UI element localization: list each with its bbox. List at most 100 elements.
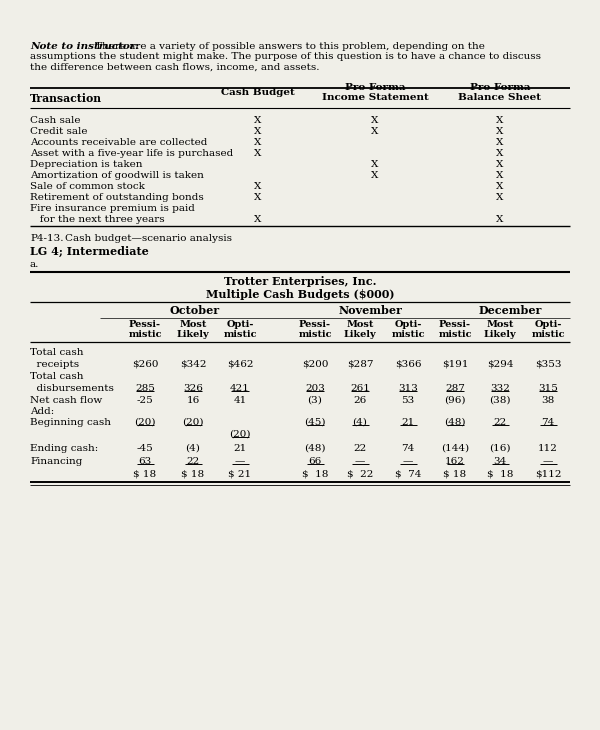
Text: X: X <box>496 149 503 158</box>
Text: (4): (4) <box>353 418 367 427</box>
Text: December: December <box>478 305 542 316</box>
Text: Beginning cash: Beginning cash <box>30 418 111 427</box>
Text: X: X <box>496 182 503 191</box>
Text: 21: 21 <box>233 444 247 453</box>
Text: 261: 261 <box>350 384 370 393</box>
Text: (20): (20) <box>229 430 251 439</box>
Text: $112: $112 <box>535 470 561 479</box>
Text: $462: $462 <box>227 360 253 369</box>
Text: $ 18: $ 18 <box>181 470 205 479</box>
Text: Cash budget—scenario analysis: Cash budget—scenario analysis <box>65 234 232 243</box>
Text: —: — <box>235 457 245 466</box>
Text: Multiple Cash Budgets ($000): Multiple Cash Budgets ($000) <box>206 289 394 300</box>
Text: (45): (45) <box>304 418 326 427</box>
Text: 41: 41 <box>233 396 247 405</box>
Text: (38): (38) <box>489 396 511 405</box>
Text: X: X <box>254 215 262 224</box>
Text: $191: $191 <box>442 360 468 369</box>
Text: $  22: $ 22 <box>347 470 373 479</box>
Text: receipts: receipts <box>30 360 79 369</box>
Text: (48): (48) <box>444 418 466 427</box>
Text: Add:: Add: <box>30 407 54 416</box>
Text: Note to instructor:: Note to instructor: <box>30 42 139 51</box>
Text: Credit sale: Credit sale <box>30 127 88 136</box>
Text: 16: 16 <box>187 396 200 405</box>
Text: Pessi-
mistic: Pessi- mistic <box>438 320 472 339</box>
Text: 22: 22 <box>493 418 506 427</box>
Text: 22: 22 <box>187 457 200 466</box>
Text: Depreciation is taken: Depreciation is taken <box>30 160 143 169</box>
Text: 21: 21 <box>401 418 415 427</box>
Text: $294: $294 <box>487 360 513 369</box>
Text: 313: 313 <box>398 384 418 393</box>
Text: 285: 285 <box>135 384 155 393</box>
Text: X: X <box>254 149 262 158</box>
Text: 287: 287 <box>445 384 465 393</box>
Text: P4-13.: P4-13. <box>30 234 64 243</box>
Text: Financing: Financing <box>30 457 82 466</box>
Text: 34: 34 <box>493 457 506 466</box>
Text: (144): (144) <box>441 444 469 453</box>
Text: X: X <box>496 127 503 136</box>
Text: 315: 315 <box>538 384 558 393</box>
Text: 53: 53 <box>401 396 415 405</box>
Text: 63: 63 <box>139 457 152 466</box>
Text: 326: 326 <box>183 384 203 393</box>
Text: X: X <box>371 160 379 169</box>
Text: X: X <box>254 182 262 191</box>
Text: 74: 74 <box>541 418 554 427</box>
Text: 74: 74 <box>401 444 415 453</box>
Text: —: — <box>355 457 365 466</box>
Text: Total cash: Total cash <box>30 372 83 381</box>
Text: $  18: $ 18 <box>487 470 513 479</box>
Text: X: X <box>254 138 262 147</box>
Text: 332: 332 <box>490 384 510 393</box>
Text: Retirement of outstanding bonds: Retirement of outstanding bonds <box>30 193 204 202</box>
Text: 112: 112 <box>538 444 558 453</box>
Text: Ending cash:: Ending cash: <box>30 444 98 453</box>
Text: $ 18: $ 18 <box>133 470 157 479</box>
Text: Cash sale: Cash sale <box>30 116 80 125</box>
Text: Most
Likely: Most Likely <box>344 320 376 339</box>
Text: Pro Forma
Income Statement: Pro Forma Income Statement <box>322 83 428 102</box>
Text: -25: -25 <box>137 396 154 405</box>
Text: Accounts receivable are collected: Accounts receivable are collected <box>30 138 208 147</box>
Text: Cash Budget: Cash Budget <box>221 88 295 97</box>
Text: 66: 66 <box>308 457 322 466</box>
Text: 26: 26 <box>353 396 367 405</box>
Text: 38: 38 <box>541 396 554 405</box>
Text: —: — <box>543 457 553 466</box>
Text: Opti-
mistic: Opti- mistic <box>531 320 565 339</box>
Text: Opti-
mistic: Opti- mistic <box>223 320 257 339</box>
Text: Opti-
mistic: Opti- mistic <box>391 320 425 339</box>
Text: Amortization of goodwill is taken: Amortization of goodwill is taken <box>30 171 204 180</box>
Text: Asset with a five-year life is purchased: Asset with a five-year life is purchased <box>30 149 233 158</box>
Text: $  18: $ 18 <box>302 470 328 479</box>
Text: Most
Likely: Most Likely <box>484 320 517 339</box>
Text: a.: a. <box>30 260 40 269</box>
Text: Net cash flow: Net cash flow <box>30 396 102 405</box>
Text: $  74: $ 74 <box>395 470 421 479</box>
Text: Pro Forma
Balance Sheet: Pro Forma Balance Sheet <box>458 83 542 102</box>
Text: X: X <box>496 116 503 125</box>
Text: -45: -45 <box>137 444 154 453</box>
Text: Most
Likely: Most Likely <box>176 320 209 339</box>
Text: X: X <box>254 116 262 125</box>
Text: X: X <box>371 171 379 180</box>
Text: Trotter Enterprises, Inc.: Trotter Enterprises, Inc. <box>224 276 376 287</box>
Text: $366: $366 <box>395 360 421 369</box>
Text: (3): (3) <box>308 396 322 405</box>
Text: X: X <box>371 116 379 125</box>
Text: 421: 421 <box>230 384 250 393</box>
Text: 162: 162 <box>445 457 465 466</box>
Text: (20): (20) <box>182 418 204 427</box>
Text: Transaction: Transaction <box>30 93 102 104</box>
Text: (4): (4) <box>185 444 200 453</box>
Text: X: X <box>254 193 262 202</box>
Text: for the next three years: for the next three years <box>30 215 164 224</box>
Text: 22: 22 <box>353 444 367 453</box>
Text: Pessi-
mistic: Pessi- mistic <box>128 320 162 339</box>
Text: (16): (16) <box>489 444 511 453</box>
Text: LG 4; Intermediate: LG 4; Intermediate <box>30 246 149 257</box>
Text: 203: 203 <box>305 384 325 393</box>
